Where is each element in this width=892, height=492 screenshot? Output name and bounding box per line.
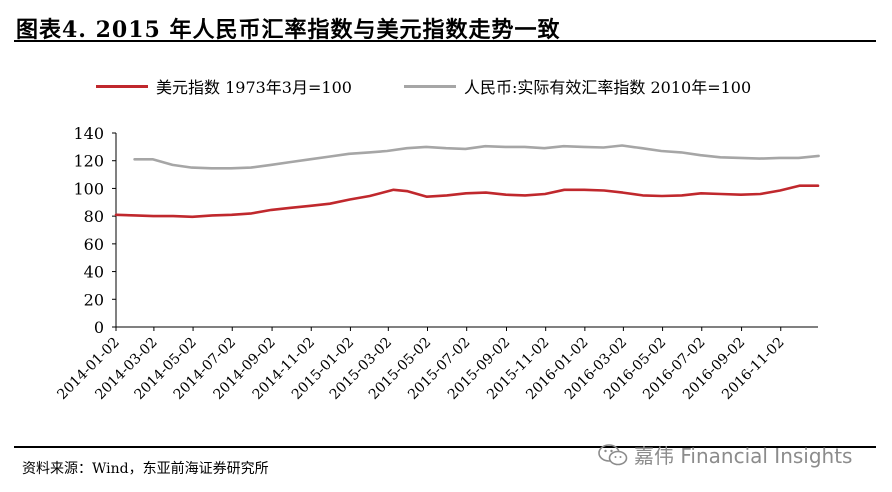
watermark: 嘉伟 Financial Insights <box>598 440 852 469</box>
y-tick-label: 80 <box>84 207 104 226</box>
legend-label-rmb-reer: 人民币:实际有效汇率指数 2010年=100 <box>464 78 752 97</box>
y-tick-label: 20 <box>84 290 104 309</box>
title-bar: 图表4. 2015 年人民币汇率指数与美元指数走势一致 <box>14 8 876 43</box>
y-tick-label: 0 <box>94 318 104 337</box>
line-chart: 0204060801001201402014-01-022014-03-0220… <box>54 124 820 403</box>
series-line-rmb-reer <box>133 144 820 170</box>
page-title: 图表4. 2015 年人民币汇率指数与美元指数走势一致 <box>16 17 561 43</box>
y-tick-label: 140 <box>73 124 104 143</box>
watermark-text: 嘉伟 Financial Insights <box>634 444 853 468</box>
legend-item-rmb-reer: 人民币:实际有效汇率指数 2010年=100 <box>404 74 751 98</box>
chart-legend: 美元指数 1973年3月=100 人民币:实际有效汇率指数 2010年=100 <box>0 74 892 98</box>
source-note: 资料来源：Wind，东亚前海证券研究所 <box>22 461 269 477</box>
footer-rule <box>14 446 876 448</box>
series-line-usd-index <box>114 184 820 219</box>
wechat-icon <box>598 443 628 465</box>
legend-label-usd-index: 美元指数 1973年3月=100 <box>156 78 352 97</box>
y-tick-label: 120 <box>73 152 104 171</box>
y-tick-label: 40 <box>84 263 104 282</box>
legend-swatch-rmb-reer <box>404 84 456 88</box>
legend-item-usd-index: 美元指数 1973年3月=100 <box>96 74 352 98</box>
legend-swatch-usd-index <box>96 84 148 88</box>
y-tick-label: 100 <box>73 179 104 198</box>
y-tick-label: 60 <box>84 235 104 254</box>
